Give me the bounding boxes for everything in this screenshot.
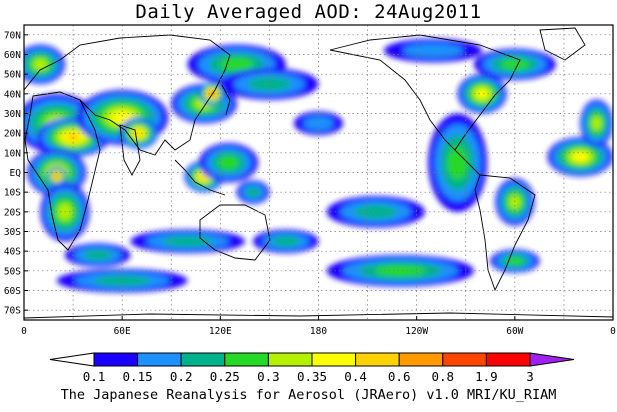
aod-blob-17-level-2 bbox=[303, 116, 334, 131]
aod-blob-27-level-5 bbox=[33, 58, 48, 70]
colorbar-tick-label: 0.1 bbox=[83, 369, 106, 384]
lat-tick-label: EQ bbox=[10, 168, 22, 179]
aod-blob-22-level-4 bbox=[500, 58, 530, 70]
lat-tick-label: 10N bbox=[4, 148, 21, 159]
colorbar-tick-label: 0.6 bbox=[388, 369, 411, 384]
colorbar-segment bbox=[180, 352, 226, 367]
colorbar-tick-label: 1.9 bbox=[475, 369, 498, 384]
aod-blob-3-level-7 bbox=[134, 129, 143, 137]
colorbar-segment bbox=[398, 352, 444, 367]
colorbar-tick-label: 0.35 bbox=[297, 369, 327, 384]
lon-tick-label: 0 bbox=[21, 326, 27, 337]
aod-blob-8-level-9 bbox=[55, 174, 59, 179]
coast-antarctica bbox=[24, 312, 613, 319]
colorbar-segment bbox=[355, 352, 400, 367]
lat-tick-label: 50S bbox=[4, 266, 21, 277]
lat-tick-label: 70N bbox=[4, 30, 21, 41]
lon-tick-label: 60W bbox=[506, 326, 523, 337]
lat-tick-label: 20S bbox=[4, 207, 21, 218]
colorbar-tick-label: 3 bbox=[526, 369, 534, 384]
coast-central-america bbox=[454, 149, 481, 176]
aod-blob-10-level-3 bbox=[83, 249, 113, 261]
coast-japan bbox=[221, 84, 231, 116]
coast-north-america bbox=[329, 34, 521, 151]
lat-tick-label: 60N bbox=[4, 50, 21, 61]
colorbar-tick-label: 0.2 bbox=[170, 369, 193, 384]
aod-blob-24-level-4 bbox=[506, 256, 524, 266]
longitude-labels: 0 60E 120E 180 120W 60W 0 bbox=[21, 316, 616, 337]
aod-blob-12-level-4 bbox=[218, 155, 239, 170]
lat-tick-label: 70S bbox=[4, 306, 21, 317]
aod-blob-21-level-6 bbox=[476, 89, 489, 99]
aod-blob-1-level-7 bbox=[65, 133, 81, 142]
aod-blob-13-level-3 bbox=[245, 186, 261, 198]
colorbar-segment bbox=[267, 352, 313, 367]
lon-tick-label: 0 bbox=[610, 326, 616, 337]
lon-tick-label: 120E bbox=[209, 326, 232, 337]
colorbar-segment bbox=[93, 352, 139, 367]
colorbar-tick-label: 0.25 bbox=[210, 369, 240, 384]
coast-australia bbox=[199, 204, 271, 261]
latitude-labels: 70N 60N 50N 40N 30N 20N 10N EQ 10S 20S 30S 40S 50S 60… bbox=[4, 30, 28, 317]
lat-tick-label: 40S bbox=[4, 247, 21, 258]
lat-tick-label: 20N bbox=[4, 129, 21, 140]
aod-field bbox=[24, 38, 613, 293]
coast-europe-asia bbox=[24, 34, 231, 156]
lat-tick-label: 30N bbox=[4, 109, 21, 120]
aod-blob-15-level-3 bbox=[93, 275, 152, 286]
lat-tick-label: 60S bbox=[4, 286, 21, 297]
aod-blob-28-level-2 bbox=[402, 43, 464, 58]
aod-blob-14-level-3 bbox=[162, 236, 214, 247]
lon-tick-label: 60E bbox=[114, 326, 131, 337]
coast-india bbox=[119, 124, 141, 176]
colorbar-tick-label: 0.15 bbox=[123, 369, 153, 384]
colorbar-tick-label: 0.4 bbox=[344, 369, 367, 384]
colorbar-segment bbox=[311, 352, 357, 367]
aod-blob-19-level-4 bbox=[374, 265, 426, 277]
colorbar-tick-label: 0.8 bbox=[432, 369, 455, 384]
lat-tick-label: 30S bbox=[4, 227, 21, 238]
colorbar-segment bbox=[442, 352, 487, 367]
coast-greenland bbox=[539, 27, 586, 61]
aod-blob-25-level-6 bbox=[572, 151, 589, 162]
lat-tick-label: 10S bbox=[4, 188, 21, 199]
coast-seasia bbox=[174, 159, 226, 196]
lat-tick-label: 50N bbox=[4, 70, 21, 81]
aod-blob-6-level-4 bbox=[219, 57, 254, 72]
aod-blob-20-level-4 bbox=[447, 145, 468, 180]
colorbar-segment bbox=[224, 352, 269, 367]
map-title: Daily Averaged AOD: 24Aug2011 bbox=[135, 1, 482, 23]
aod-blob-26-level-5 bbox=[591, 116, 602, 131]
aod-blob-29-level-3 bbox=[271, 236, 301, 247]
lat-tick-label: 40N bbox=[4, 89, 21, 100]
colorbar-high-triangle bbox=[529, 352, 575, 367]
colorbar-segment bbox=[137, 352, 182, 367]
figure-footer-credit: The Japanese Reanalysis for Aerosol (JRA… bbox=[60, 387, 557, 403]
colorbar-low-triangle bbox=[49, 352, 95, 367]
lon-tick-label: 120W bbox=[405, 326, 428, 337]
colorbar-segment bbox=[485, 352, 531, 367]
gridlines bbox=[24, 25, 613, 320]
lon-tick-label: 180 bbox=[310, 326, 327, 337]
colorbar: 0.1 0.15 0.2 0.25 0.3 0.35 0.4 0.6 0.8 1.9 3 bbox=[49, 352, 575, 384]
coast-south-america bbox=[474, 174, 536, 292]
colorbar-tick-label: 0.3 bbox=[257, 369, 280, 384]
